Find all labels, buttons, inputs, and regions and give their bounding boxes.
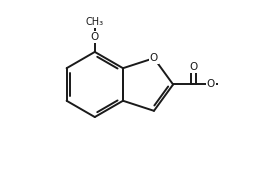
- Text: O: O: [91, 32, 99, 42]
- Text: O: O: [207, 80, 215, 89]
- Text: O: O: [150, 53, 158, 63]
- Text: CH₃: CH₃: [86, 17, 104, 27]
- Text: O: O: [189, 62, 197, 72]
